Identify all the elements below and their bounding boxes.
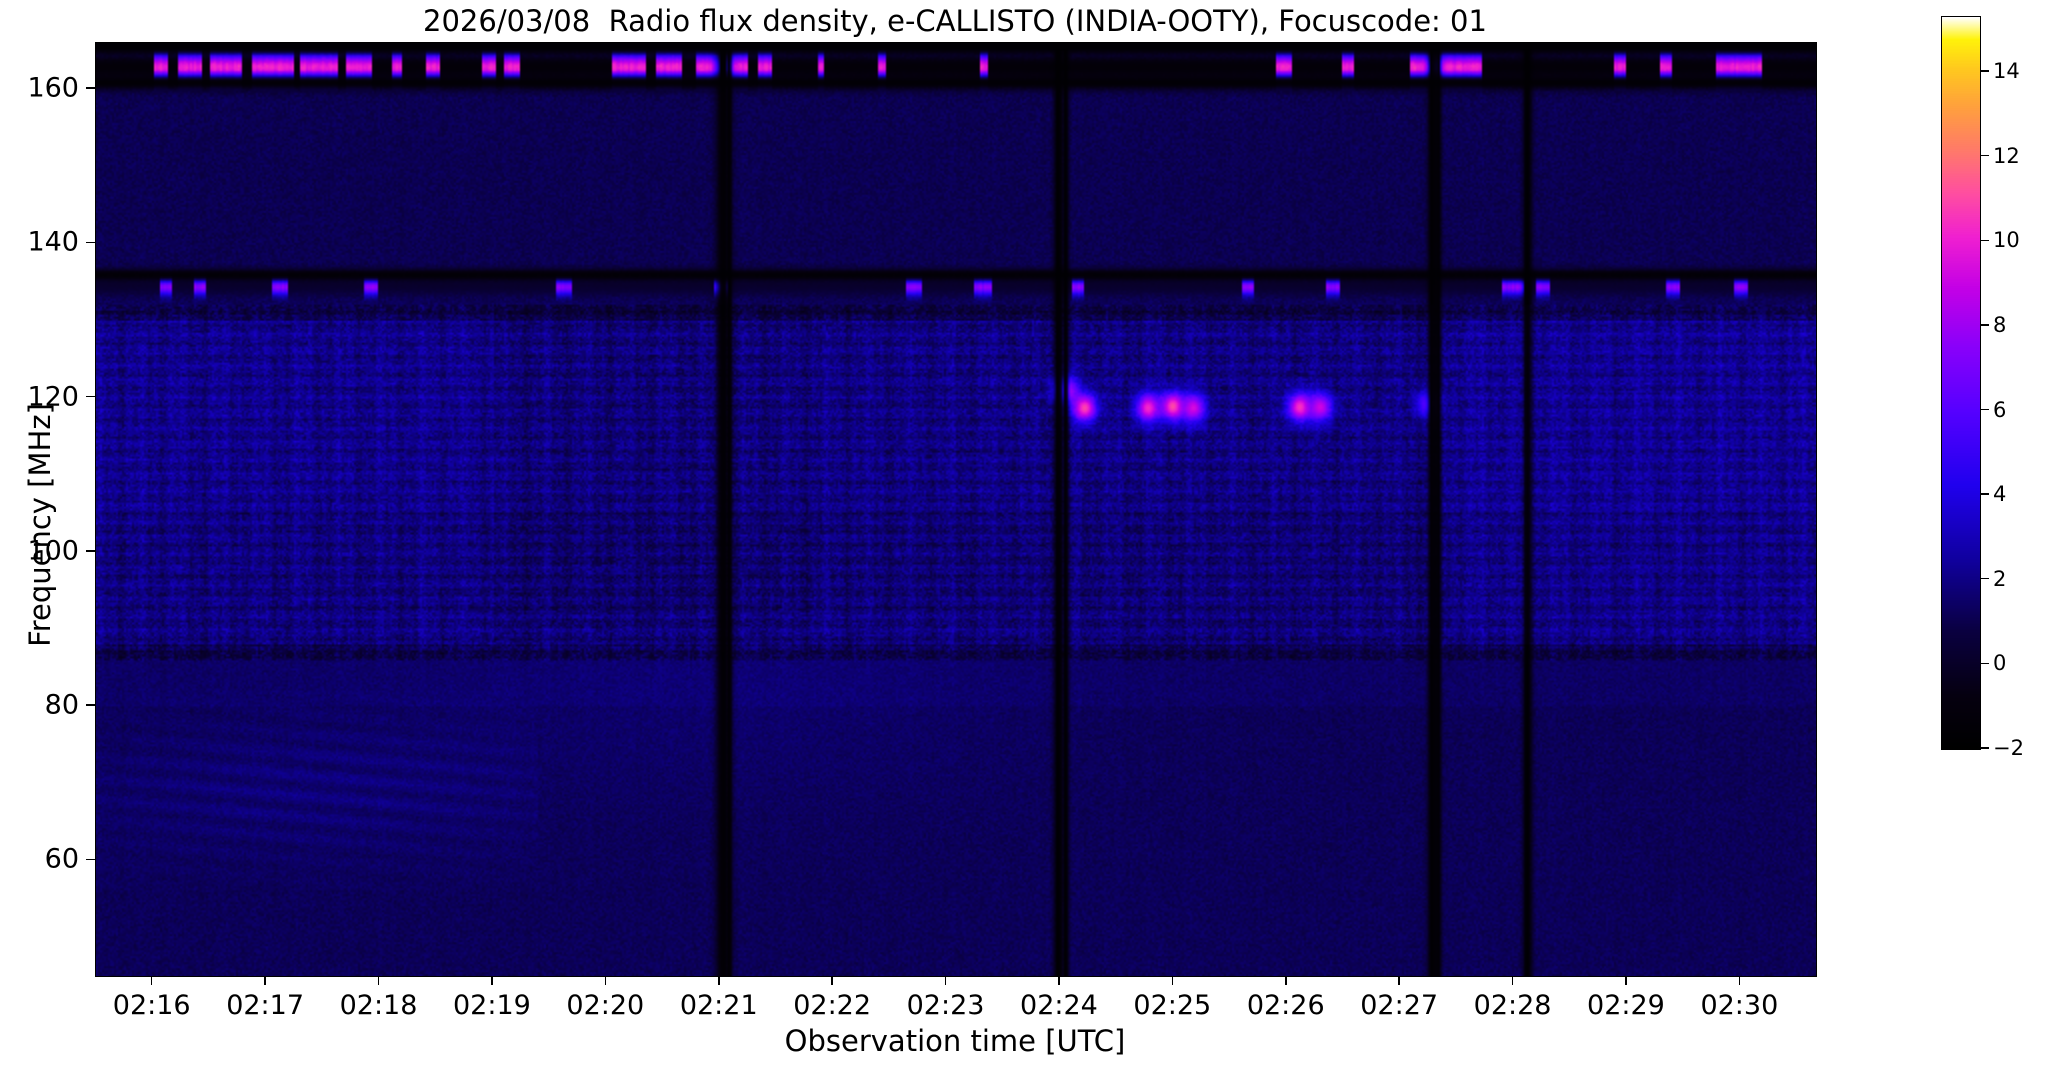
colorbar-tick-label: 8 xyxy=(1993,312,2007,337)
spectrogram-plot-area xyxy=(95,42,1817,977)
x-axis-tick-label: 02:17 xyxy=(226,990,304,1021)
x-axis-tick-label: 02:29 xyxy=(1587,990,1665,1021)
x-axis-tick-mark xyxy=(491,976,493,985)
y-axis-tick-label: 140 xyxy=(27,226,79,258)
x-axis-tick-label: 02:16 xyxy=(112,990,191,1021)
colorbar-tick-mark xyxy=(1981,662,1989,665)
y-axis-tick-label: 120 xyxy=(27,381,79,413)
colorbar-tick-label: 0 xyxy=(1993,651,2007,676)
y-axis-tick-mark xyxy=(86,704,95,706)
colorbar-tick-mark xyxy=(1981,578,1989,580)
y-axis-tick-label: 80 xyxy=(44,689,79,721)
colorbar-tick-label: −2 xyxy=(1993,736,2024,760)
colorbar-tick-mark xyxy=(1981,493,1989,495)
x-axis-tick-mark xyxy=(1511,976,1514,985)
colorbar-tick-mark xyxy=(1981,239,1989,241)
y-axis-tick-label: 100 xyxy=(27,535,79,567)
colorbar-tick-mark xyxy=(1981,324,1989,326)
x-axis-tick-label: 02:28 xyxy=(1473,990,1552,1021)
x-axis-tick-label: 02:18 xyxy=(339,990,418,1021)
x-axis-tick-mark xyxy=(150,976,153,985)
x-axis-tick-label: 02:27 xyxy=(1360,990,1439,1021)
x-axis-tick-mark xyxy=(1738,976,1741,985)
colorbar-tick-label: 2 xyxy=(1993,566,2007,591)
x-axis-tick-label: 02:23 xyxy=(906,990,985,1021)
colorbar-tick-label: 10 xyxy=(1993,228,2020,253)
colorbar-tick-mark xyxy=(1981,747,1989,749)
y-axis-tick-mark xyxy=(86,395,95,398)
x-axis-tick-label: 02:26 xyxy=(1246,990,1325,1021)
colorbar-tick-label: 12 xyxy=(1993,143,2020,168)
x-axis-tick-label: 02:30 xyxy=(1700,990,1779,1021)
colorbar-gradient xyxy=(1942,17,1980,749)
page-title: 2026/03/08 Radio flux density, e-CALLIST… xyxy=(423,4,1487,38)
x-axis-tick-label: 02:22 xyxy=(793,990,872,1021)
x-axis-tick-mark xyxy=(1625,976,1627,985)
x-axis-tick-mark xyxy=(604,976,607,985)
x-axis-tick-label: 02:24 xyxy=(1020,990,1098,1021)
y-axis-tick-mark xyxy=(86,87,95,90)
x-axis-tick-mark xyxy=(1284,976,1287,985)
x-axis-tick-mark xyxy=(1058,976,1060,985)
x-axis-tick-mark xyxy=(377,976,380,985)
colorbar xyxy=(1941,16,1981,750)
x-axis-tick-mark xyxy=(1398,976,1400,985)
x-axis-tick-mark xyxy=(944,976,947,985)
spectrogram-image xyxy=(96,43,1816,976)
y-axis-tick-label: 60 xyxy=(44,843,79,875)
x-axis-tick-label: 02:19 xyxy=(453,990,531,1021)
colorbar-tick-label: 4 xyxy=(1993,482,2007,507)
y-axis-tick-mark xyxy=(86,550,95,552)
y-axis-tick-mark xyxy=(86,858,95,861)
x-axis-tick-mark xyxy=(717,976,720,985)
x-axis-tick-mark xyxy=(1171,976,1174,985)
colorbar-tick-mark xyxy=(1981,70,1989,72)
x-axis-tick-label: 02:20 xyxy=(566,990,645,1021)
colorbar-tick-label: 14 xyxy=(1993,59,2020,83)
colorbar-tick-mark xyxy=(1981,408,1989,411)
colorbar-tick-mark xyxy=(1981,154,1989,157)
x-axis-tick-label: 02:25 xyxy=(1133,990,1212,1021)
x-axis-tick-label: 02:21 xyxy=(679,990,758,1021)
x-axis-tick-mark xyxy=(831,976,833,985)
x-axis-tick-mark xyxy=(264,976,266,985)
y-axis-tick-mark xyxy=(86,241,95,244)
x-axis-label: Observation time [UTC] xyxy=(784,1024,1126,1058)
y-axis-tick-label: 160 xyxy=(27,72,79,104)
colorbar-tick-label: 6 xyxy=(1993,397,2007,422)
